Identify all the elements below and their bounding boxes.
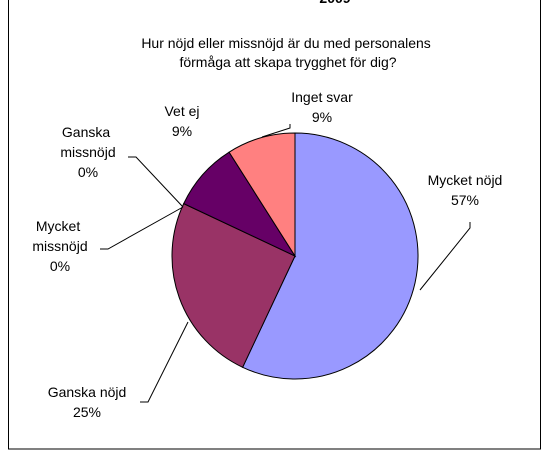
leader-line	[261, 124, 291, 138]
pie-slice	[228, 132, 296, 258]
slice-value-label: 57%	[451, 192, 479, 208]
slice-label: Mycket nöjd	[428, 172, 503, 188]
pie-slice	[241, 132, 419, 380]
slice-label: Ganska missnöjd	[60, 124, 115, 160]
pie-slice	[171, 202, 296, 368]
slice-value-label: 9%	[312, 109, 332, 125]
slice-value-label: 0%	[78, 164, 98, 180]
slice-label: Inget svar	[291, 89, 353, 105]
slice-label: Ganska nöjd	[48, 384, 127, 400]
slice-label: Mycket missnöjd	[32, 218, 87, 254]
leader-line	[140, 321, 189, 403]
leader-line	[100, 206, 184, 250]
slice-value-label: 0%	[50, 258, 70, 274]
leader-line	[419, 222, 471, 291]
chart-title: 2009	[319, 0, 350, 6]
chart-subtitle: Hur nöjd eller missnöjd är du med person…	[141, 35, 434, 70]
slice-value-label: 25%	[73, 404, 101, 420]
leader-line	[128, 156, 184, 208]
slice-value-label: 9%	[172, 123, 192, 139]
slice-label: Vet ej	[164, 103, 199, 119]
